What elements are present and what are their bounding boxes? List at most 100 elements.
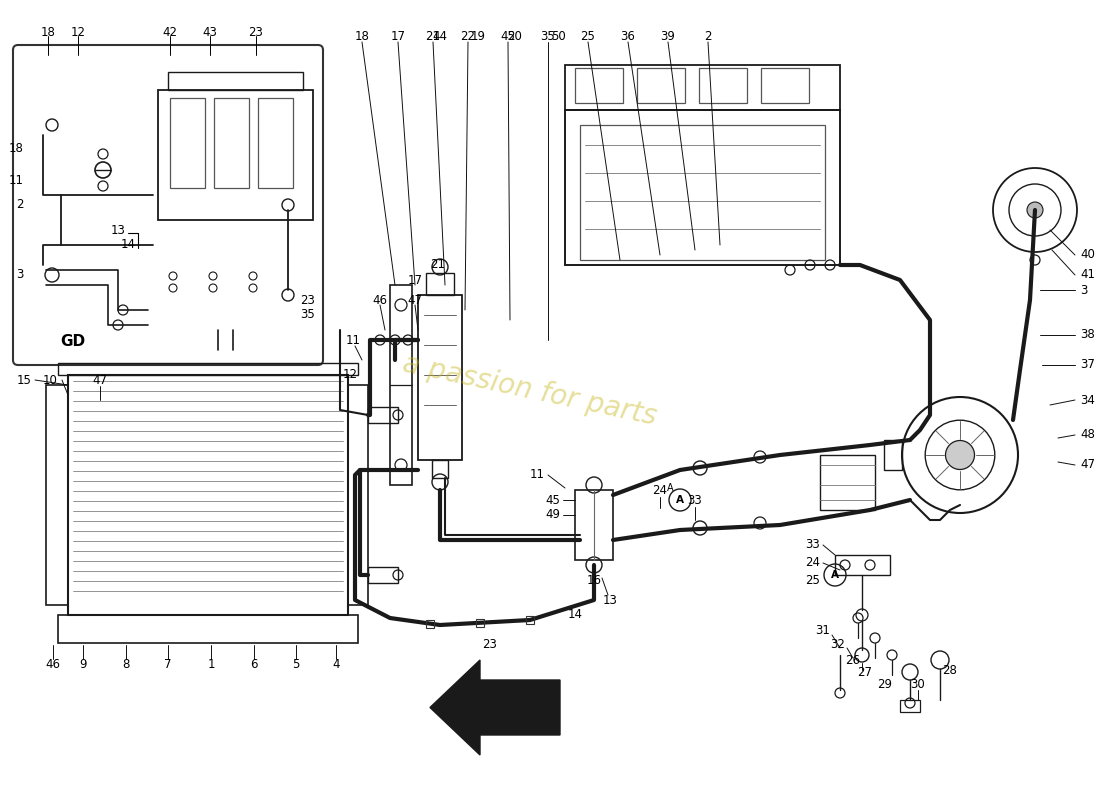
Text: 32: 32 [830, 638, 845, 651]
Bar [575, 490, 613, 560]
Bar [68, 375, 348, 615]
Text: 46: 46 [45, 658, 60, 671]
Bar [214, 98, 249, 188]
Bar [698, 68, 747, 103]
Text: 47: 47 [92, 374, 108, 386]
Text: 21: 21 [426, 30, 440, 43]
Text: A: A [676, 495, 684, 505]
Circle shape [946, 441, 975, 470]
Text: 38: 38 [1080, 329, 1094, 342]
Text: 17: 17 [407, 274, 422, 286]
Text: 13: 13 [603, 594, 617, 606]
Text: A: A [667, 483, 673, 493]
Text: 47: 47 [1080, 458, 1094, 471]
Text: 26: 26 [845, 654, 860, 666]
Text: 18: 18 [41, 26, 55, 38]
Text: 47: 47 [407, 294, 422, 306]
Text: 29: 29 [878, 678, 892, 691]
Bar [476, 619, 484, 627]
Bar [170, 98, 205, 188]
Bar [575, 68, 623, 103]
Bar [46, 385, 68, 605]
Text: 48: 48 [1080, 429, 1094, 442]
Text: 8: 8 [122, 658, 130, 671]
Bar [565, 110, 840, 265]
Text: 11: 11 [9, 174, 24, 186]
Text: 14: 14 [121, 238, 136, 251]
Bar [835, 555, 890, 575]
Text: 27: 27 [857, 666, 872, 678]
Text: 5: 5 [293, 658, 299, 671]
Text: 31: 31 [815, 623, 830, 637]
Text: GD: GD [60, 334, 86, 350]
Text: A: A [830, 570, 839, 580]
Text: 43: 43 [202, 26, 218, 38]
Text: 7: 7 [164, 658, 172, 671]
Text: 41: 41 [1080, 269, 1094, 282]
Text: 23: 23 [483, 638, 497, 651]
Text: 28: 28 [943, 663, 957, 677]
Text: 45: 45 [500, 30, 516, 43]
Bar [637, 68, 685, 103]
Text: 19: 19 [471, 30, 485, 43]
Text: 12: 12 [342, 369, 358, 382]
Bar [432, 460, 448, 478]
Text: 18: 18 [9, 142, 24, 154]
Text: 2: 2 [704, 30, 712, 43]
Text: 24: 24 [805, 557, 820, 570]
Text: 2: 2 [16, 198, 24, 211]
Text: 21: 21 [430, 258, 446, 271]
Text: 30: 30 [911, 678, 925, 691]
Text: 1: 1 [207, 658, 215, 671]
Text: 11: 11 [530, 469, 544, 482]
Text: 12: 12 [70, 26, 86, 38]
Bar [884, 440, 902, 470]
Bar [820, 455, 874, 510]
Text: 20: 20 [507, 30, 522, 43]
Text: 25: 25 [805, 574, 820, 586]
Text: 10: 10 [43, 374, 58, 386]
Text: 3: 3 [1080, 283, 1088, 297]
Text: 11: 11 [345, 334, 361, 346]
Bar [168, 72, 302, 90]
Text: 44: 44 [432, 30, 448, 43]
Text: 14: 14 [568, 609, 583, 622]
Text: 22: 22 [461, 30, 475, 43]
Text: 33: 33 [688, 494, 703, 506]
Text: 49: 49 [544, 509, 560, 522]
Text: 6: 6 [251, 658, 257, 671]
Bar [368, 567, 398, 583]
Bar [761, 68, 808, 103]
Text: 46: 46 [373, 294, 387, 306]
Text: 15: 15 [18, 374, 32, 386]
Text: 35: 35 [540, 30, 556, 43]
Bar [58, 615, 358, 643]
Text: 39: 39 [661, 30, 675, 43]
Text: 16: 16 [586, 574, 602, 586]
Bar [526, 616, 534, 624]
Text: 34: 34 [1080, 394, 1094, 406]
Bar [900, 700, 920, 712]
Text: 23: 23 [300, 294, 316, 306]
FancyBboxPatch shape [13, 45, 323, 365]
Text: 35: 35 [300, 309, 316, 322]
Text: 37: 37 [1080, 358, 1094, 371]
Bar [426, 620, 434, 628]
Text: 17: 17 [390, 30, 406, 43]
Text: 50: 50 [551, 30, 565, 43]
Text: 18: 18 [354, 30, 370, 43]
Bar [580, 125, 825, 260]
Text: 45: 45 [546, 494, 560, 506]
Text: 33: 33 [805, 538, 820, 551]
Text: 4: 4 [332, 658, 340, 671]
Text: 24: 24 [652, 483, 668, 497]
Text: 9: 9 [79, 658, 87, 671]
Bar [258, 98, 293, 188]
Bar [426, 273, 454, 295]
Bar [565, 65, 840, 110]
Text: 23: 23 [249, 26, 263, 38]
Text: 40: 40 [1080, 249, 1094, 262]
Bar [58, 363, 358, 375]
Text: a passion for parts: a passion for parts [400, 350, 660, 430]
Text: 25: 25 [581, 30, 595, 43]
